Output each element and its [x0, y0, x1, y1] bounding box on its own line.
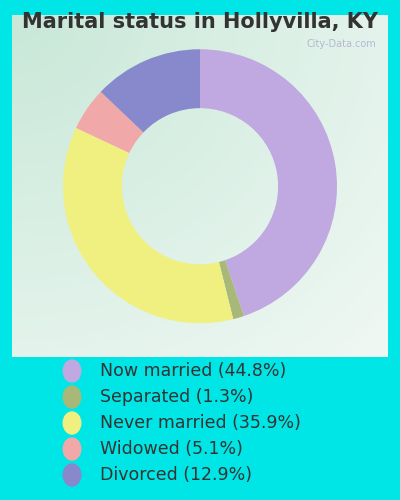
Wedge shape: [219, 260, 244, 319]
Text: Widowed (5.1%): Widowed (5.1%): [100, 440, 243, 458]
Wedge shape: [63, 128, 233, 323]
Text: Never married (35.9%): Never married (35.9%): [100, 414, 301, 432]
Wedge shape: [200, 50, 337, 316]
Text: Separated (1.3%): Separated (1.3%): [100, 388, 253, 406]
Text: City-Data.com: City-Data.com: [307, 39, 377, 49]
Text: Divorced (12.9%): Divorced (12.9%): [100, 466, 252, 484]
Text: Marital status in Hollyvilla, KY: Marital status in Hollyvilla, KY: [22, 12, 378, 32]
Wedge shape: [76, 92, 144, 153]
Text: Now married (44.8%): Now married (44.8%): [100, 362, 286, 380]
Wedge shape: [101, 50, 200, 132]
